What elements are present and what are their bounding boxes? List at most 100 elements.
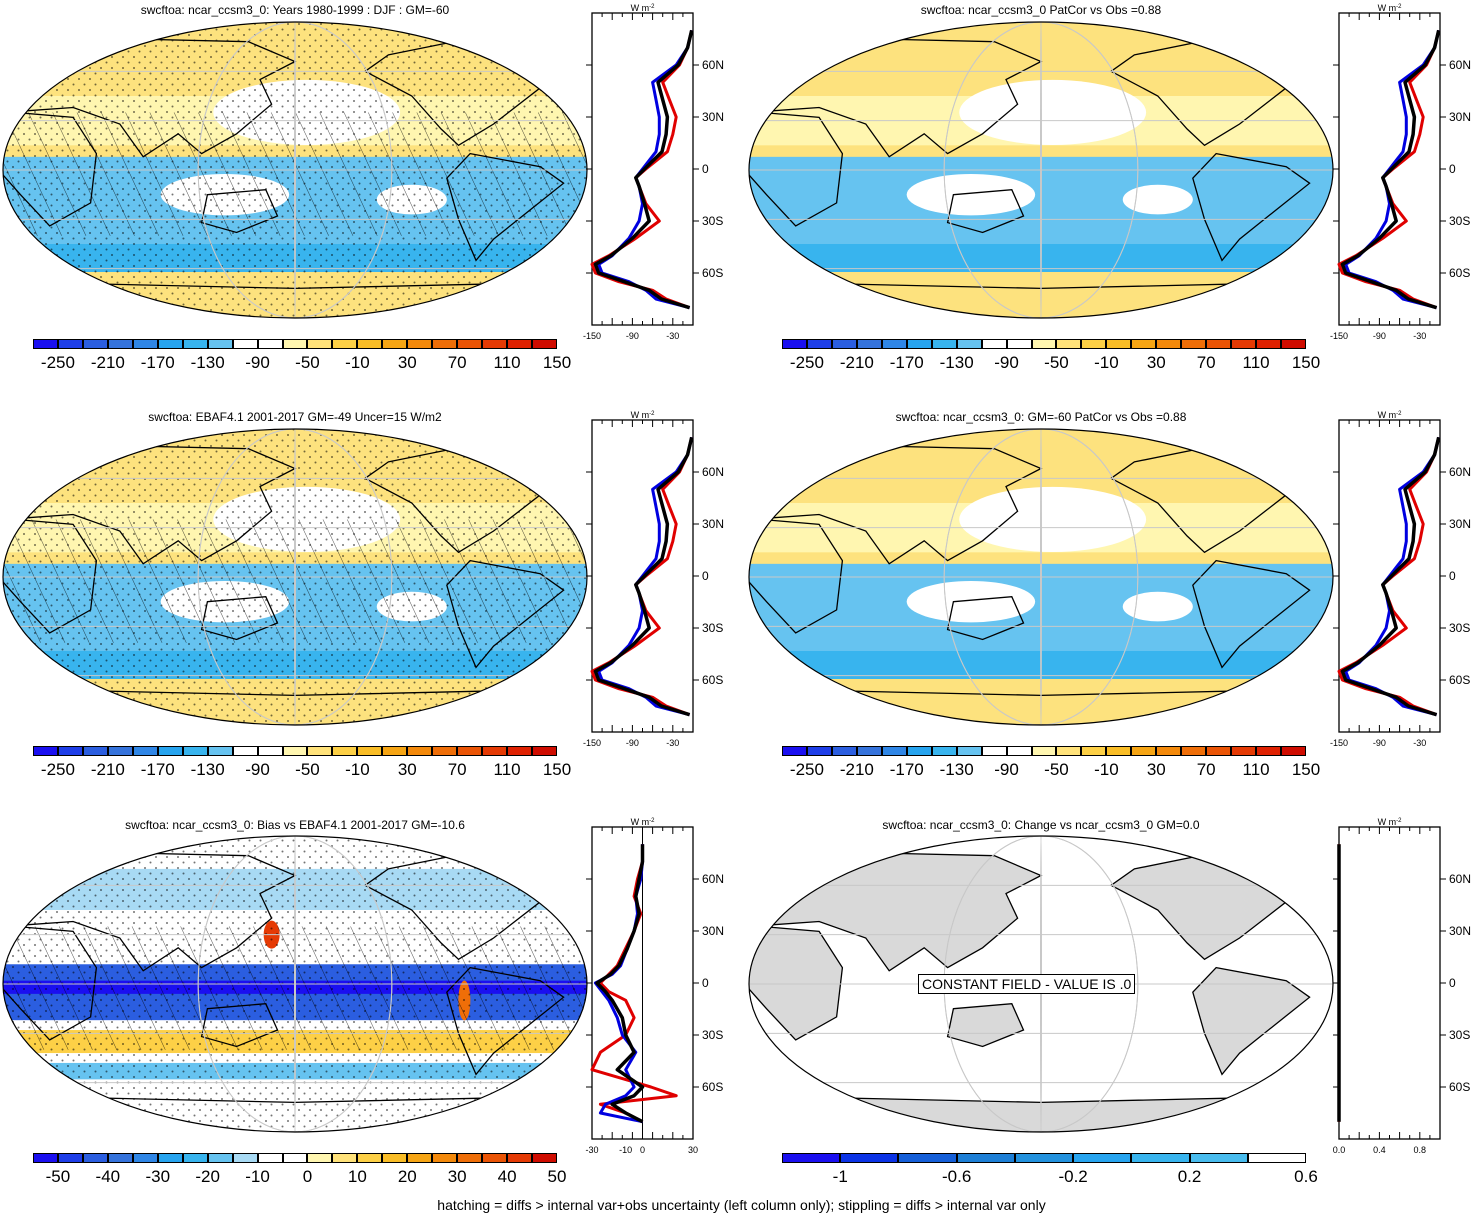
colorbar-swatch (956, 339, 982, 349)
colorbar-label: -90 (994, 760, 1019, 779)
colorbar-swatch (382, 339, 408, 349)
colorbar-swatch (507, 339, 533, 349)
colorbar-label: 30 (1146, 760, 1166, 779)
colorbar-swatch (956, 746, 982, 756)
x-tick-label: 0 (640, 1145, 645, 1155)
x-tick-label: -150 (1330, 331, 1348, 341)
units-label: W m-2 (1378, 817, 1402, 827)
map-5 (2, 835, 588, 1133)
colorbar-label: -210 (90, 353, 125, 372)
units-label: W m-2 (631, 3, 655, 13)
colorbar-swatch (482, 746, 508, 756)
y-tick-label: 60S (702, 673, 723, 687)
zonal-plot-4: W m-2 60N 30N 0 30S 60S -150 -90 -30 (1330, 410, 1471, 748)
x-tick-label: 0.0 (1333, 1145, 1346, 1155)
colorbar-swatch (407, 746, 433, 756)
colorbar-swatch (157, 1153, 183, 1163)
graticule-meridian (943, 22, 1139, 318)
y-tick-label: 30N (702, 924, 724, 938)
y-tick-label: 30N (1449, 110, 1471, 124)
y-tick-label: 60S (1449, 266, 1470, 280)
colorbar-swatch (82, 1153, 108, 1163)
zonal-plot-2: W m-2 60N 30N 0 30S 60S -150 -90 -30 (1330, 3, 1471, 341)
colorbar-swatch (1073, 1153, 1132, 1163)
colorbar-label: -50 (1044, 760, 1069, 779)
colorbar-swatch (1247, 1153, 1306, 1163)
colorbar-swatch (1156, 746, 1182, 756)
colorbar-swatch (532, 746, 557, 756)
y-tick-label: 60S (702, 1080, 723, 1094)
colorbar-swatch (806, 746, 832, 756)
colorbar-swatch (881, 339, 907, 349)
y-tick-label: 60N (702, 58, 724, 72)
map-3 (2, 428, 588, 726)
colorbar-swatch (482, 1153, 508, 1163)
colorbar-swatch (132, 746, 158, 756)
colorbar-swatch (57, 746, 83, 756)
colorbar-label: 70 (447, 353, 467, 372)
field-band-sc-white-east (1122, 591, 1193, 622)
units-label: W m-2 (1378, 410, 1402, 420)
colorbar-swatch (182, 339, 208, 349)
colorbar-label: 110 (493, 353, 521, 372)
colorbar-swatch (1056, 339, 1082, 349)
colorbar-swatch (1106, 339, 1132, 349)
colorbar-swatch (457, 1153, 483, 1163)
x-tick-label: -90 (626, 738, 639, 748)
land-australia (946, 596, 1025, 641)
map-4 (748, 428, 1334, 726)
colorbar-label: -1 (832, 1167, 848, 1186)
colorbar-swatch (1014, 1153, 1074, 1163)
land-africa (749, 925, 844, 1041)
colorbar-swatch (432, 746, 458, 756)
colorbar-label: -0.6 (942, 1167, 972, 1186)
map-outline (748, 428, 1334, 726)
graticule-meridian (1040, 22, 1042, 318)
y-tick-label: 60N (702, 465, 724, 479)
colorbar-label: -10 (1094, 353, 1119, 372)
y-tick-label: 30S (702, 621, 723, 635)
colorbar-label: -40 (95, 1167, 121, 1186)
colorbar-label: 0.2 (1177, 1167, 1202, 1186)
colorbar-swatch (407, 1153, 433, 1163)
x-tick-label: -150 (1330, 738, 1348, 748)
footer-note: hatching = diffs > internal var+obs unce… (437, 1197, 1046, 1213)
colorbar-label: -170 (889, 760, 924, 779)
colorbar-swatch (157, 746, 183, 756)
map-1 (2, 21, 588, 319)
colorbar-swatch (1131, 1153, 1190, 1163)
panel-title: swcftoa: ncar_ccsm3_0: Bias vs EBAF4.1 2… (125, 818, 465, 832)
x-tick-label: -10 (619, 1145, 632, 1155)
colorbar-swatch (432, 339, 458, 349)
y-tick-label: 30N (702, 110, 724, 124)
colorbar-label: 110 (1242, 353, 1270, 372)
field-band-sc-white (906, 173, 1036, 216)
colorbar-label: -130 (190, 760, 225, 779)
colorbar-swatch (457, 746, 483, 756)
series-mean-line (593, 436, 694, 717)
series-mean-line (595, 844, 645, 1124)
map-outline (2, 21, 588, 319)
colorbar-swatch (207, 339, 233, 349)
land-australia (946, 189, 1025, 234)
colorbar-swatch (457, 339, 483, 349)
y-tick-label: 30S (1449, 621, 1470, 635)
colorbar-label: 30 (447, 1167, 467, 1186)
colorbar-swatch (257, 746, 283, 756)
colorbar-swatch (782, 746, 807, 756)
colorbar-label: -130 (939, 353, 974, 372)
colorbar-swatch (33, 1153, 58, 1163)
colorbar-swatch (182, 746, 208, 756)
colorbar-swatch (1281, 339, 1306, 349)
zonal-plot-1: W m-2 60N 30N 0 30S 60S -150 -90 -30 (583, 3, 724, 341)
map-outline (2, 428, 588, 726)
land-eurasia (749, 444, 1043, 565)
colorbar-swatch (407, 339, 433, 349)
colorbar-swatch (931, 339, 957, 349)
colorbar-label: 10 (347, 1167, 367, 1186)
colorbar-label: -50 (45, 1167, 71, 1186)
land-eurasia (749, 37, 1043, 158)
y-tick-label: 0 (702, 162, 709, 176)
colorbar-label: -30 (145, 1167, 171, 1186)
colorbar-swatch (956, 1153, 1015, 1163)
